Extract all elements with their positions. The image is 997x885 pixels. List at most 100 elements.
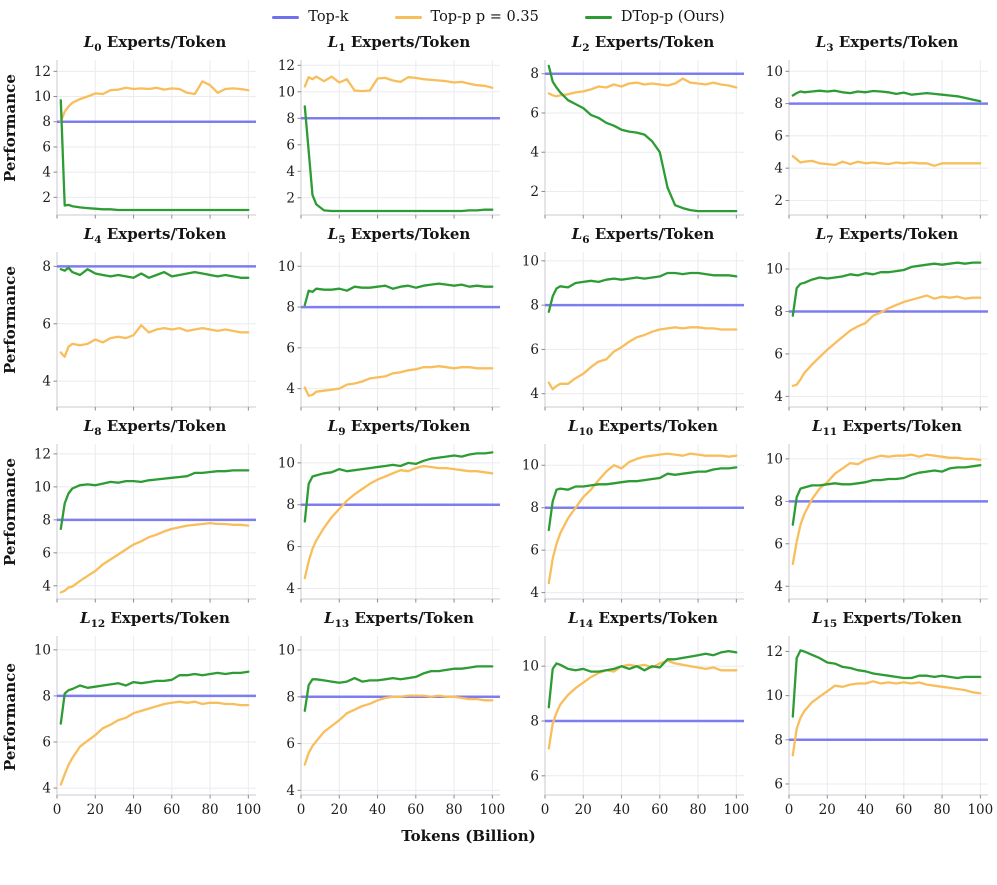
svg-text:2: 2 [286,190,295,206]
svg-text:100: 100 [479,802,505,818]
legend-label-topp: Top-p p = 0.35 [430,9,539,25]
subplot-L12: L12 Experts/Token 4 6 8 10 0 20 40 60 80 100 [20,608,264,826]
subplot-L15: L15 Experts/Token 6 8 10 12 0 20 40 60 80 100 [752,608,996,826]
svg-text:10: 10 [34,642,51,658]
svg-text:20: 20 [87,802,104,818]
subplot-L1: L1 Experts/Token 2 4 6 8 10 12 [264,32,508,224]
svg-text:40: 40 [125,802,142,818]
legend-item-topk: Top-k [272,9,349,25]
legend-item-dtopp: DTop-p (Ours) [584,9,725,25]
svg-text:40: 40 [369,802,386,818]
subplot-L6: L6 Experts/Token 4 6 8 10 [508,224,752,416]
svg-text:4: 4 [42,578,51,594]
svg-text:6: 6 [530,342,539,358]
chart-canvas-L4: 4 6 8 [42,252,256,411]
subplot-L0: L0 Experts/Token 2 4 6 8 10 12 [20,32,264,224]
svg-text:10: 10 [766,64,783,80]
chart-canvas-L15: 6 8 10 12 0 20 40 60 80 100 [766,636,993,818]
svg-text:8: 8 [530,66,539,82]
svg-text:0: 0 [53,802,62,818]
svg-text:8: 8 [286,497,295,513]
svg-text:8: 8 [774,96,783,112]
svg-text:4: 4 [286,164,295,180]
subplot-title: L8 Experts/Token [83,417,227,438]
row-cells: L12 Experts/Token 4 6 8 10 0 20 40 60 80 100 L13 Ex… [20,608,997,826]
svg-text:6: 6 [774,776,783,792]
svg-text:6: 6 [774,346,783,362]
svg-text:8: 8 [42,114,51,130]
subplot-title: L0 Experts/Token [83,33,227,54]
chart-canvas-L5: 4 6 8 10 [278,252,500,411]
subplot-L3: L3 Experts/Token 2 4 6 8 10 [752,32,996,224]
legend-label-dtopp: DTop-p (Ours) [620,9,725,25]
svg-text:8: 8 [286,689,295,705]
svg-text:10: 10 [278,84,295,100]
subplot-title: L6 Experts/Token [571,225,715,246]
y-axis-label: Performance [1,663,19,771]
chart-canvas-L8: 4 6 8 10 12 [34,444,256,603]
subplot-title: L7 Experts/Token [815,225,959,246]
subplot-title: L1 Experts/Token [327,33,471,54]
svg-text:4: 4 [42,374,51,390]
svg-text:2: 2 [530,184,539,200]
legend-swatch-topp [394,15,422,19]
svg-text:4: 4 [774,161,783,177]
svg-text:6: 6 [530,543,539,559]
row-cells: L4 Experts/Token 4 6 8 L5 Experts/Token 4 6 8 10… [20,224,997,416]
svg-text:6: 6 [42,316,51,332]
svg-text:4: 4 [530,386,539,402]
svg-text:8: 8 [530,713,539,729]
figure: Top-k Top-p p = 0.35 DTop-p (Ours) Perfo… [0,9,997,845]
y-axis-label: Performance [1,266,19,374]
svg-text:6: 6 [530,105,539,121]
svg-text:4: 4 [42,781,51,797]
subplot-title: L5 Experts/Token [327,225,471,246]
svg-text:12: 12 [34,446,51,462]
svg-text:10: 10 [278,643,295,659]
svg-text:12: 12 [766,644,783,660]
svg-text:10: 10 [34,479,51,495]
svg-text:100: 100 [967,802,993,818]
row-cells: L0 Experts/Token 2 4 6 8 10 12 L1 Experts/Token… [20,32,997,224]
svg-text:10: 10 [34,89,51,105]
legend-swatch-dtopp [584,15,612,19]
svg-text:6: 6 [774,536,783,552]
subplot-title: L15 Experts/Token [812,609,962,630]
svg-text:80: 80 [201,802,218,818]
svg-text:60: 60 [163,802,180,818]
chart-canvas-L6: 4 6 8 10 [522,252,744,411]
svg-text:10: 10 [522,659,539,675]
svg-text:60: 60 [407,802,424,818]
legend-item-topp: Top-p p = 0.35 [394,9,539,25]
svg-text:6: 6 [42,545,51,561]
svg-text:40: 40 [613,802,630,818]
svg-text:8: 8 [774,494,783,510]
legend-swatch-topk [272,15,300,19]
svg-text:100: 100 [235,802,261,818]
svg-text:4: 4 [530,145,539,161]
subplot-L11: L11 Experts/Token 4 6 8 10 [752,416,996,608]
chart-canvas-L11: 4 6 8 10 [766,444,988,603]
svg-text:100: 100 [723,802,749,818]
subplot-title: L9 Experts/Token [327,417,471,438]
subplot-L8: L8 Experts/Token 4 6 8 10 12 [20,416,264,608]
legend-label-topk: Top-k [308,9,349,25]
svg-text:12: 12 [34,64,51,80]
svg-text:2: 2 [774,193,783,209]
chart-canvas-L9: 4 6 8 10 [278,444,500,603]
svg-text:60: 60 [895,802,912,818]
svg-text:20: 20 [819,802,836,818]
chart-row-3: Performance L8 Experts/Token 4 6 8 10 12 L9 Ex… [0,416,997,608]
svg-text:6: 6 [42,139,51,155]
x-axis-label: Tokens (Billion) [401,827,536,845]
svg-text:8: 8 [530,500,539,516]
svg-text:80: 80 [689,802,706,818]
svg-text:10: 10 [766,261,783,277]
svg-text:6: 6 [286,736,295,752]
subplot-title: L2 Experts/Token [571,33,715,54]
y-axis-label: Performance [1,458,19,566]
svg-text:10: 10 [766,688,783,704]
subplot-L14: L14 Experts/Token 6 8 10 0 20 40 60 80 100 [508,608,752,826]
